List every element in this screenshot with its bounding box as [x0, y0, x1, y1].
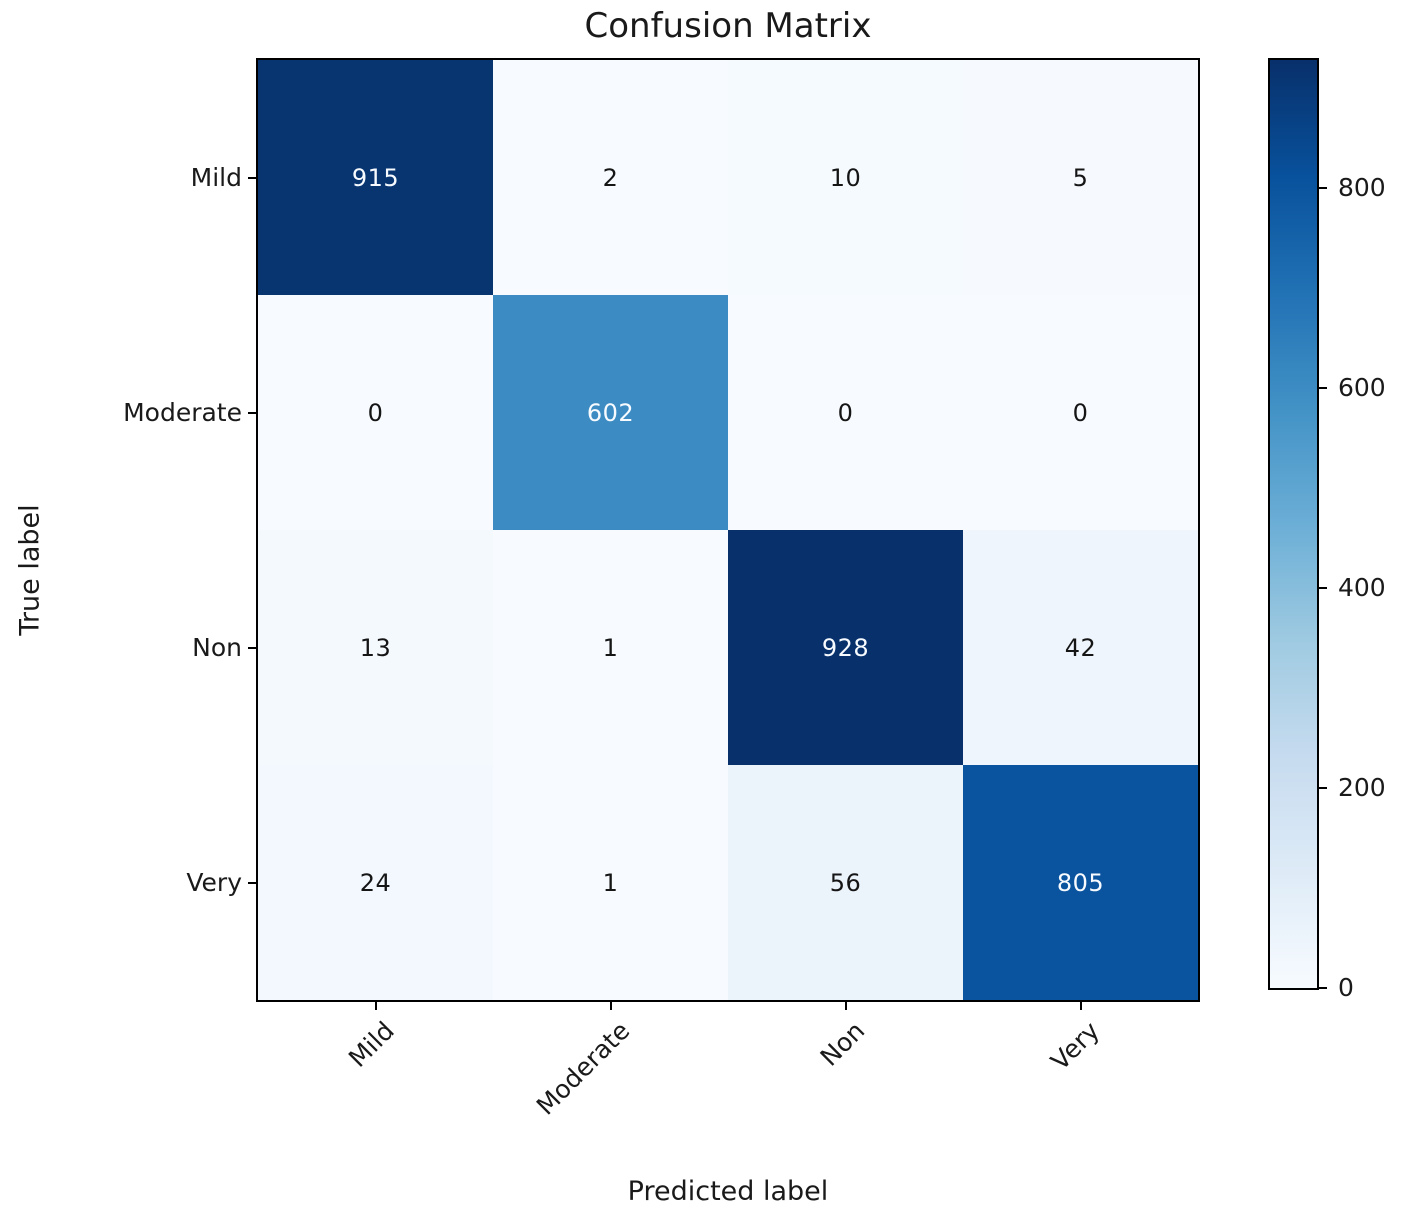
- y-tick-label-Non: Non: [192, 632, 242, 662]
- matrix-cell-Non-Mild: 13: [258, 530, 493, 765]
- cell-value: 13: [359, 633, 392, 662]
- y-tick-label-Moderate: Moderate: [123, 397, 242, 427]
- matrix-cell-Very-Moderate: 1: [493, 765, 728, 1000]
- cell-value: 2: [602, 163, 619, 192]
- chart-title: Confusion Matrix: [584, 6, 872, 46]
- matrix-cell-Non-Non: 928: [728, 530, 963, 765]
- y-tick-label-Mild: Mild: [190, 162, 242, 192]
- x-tick-mark: [1079, 1000, 1082, 1010]
- colorbar-tick-mark: [1317, 787, 1327, 789]
- x-tick-mark: [609, 1000, 612, 1010]
- cell-value: 5: [1072, 163, 1089, 192]
- colorbar-tick-label-400: 400: [1338, 573, 1386, 602]
- matrix-cell-Non-Moderate: 1: [493, 530, 728, 765]
- x-tick-label-Non: Non: [814, 1016, 871, 1072]
- colorbar-tick-mark: [1317, 587, 1327, 589]
- y-tick-mark: [248, 646, 258, 649]
- y-axis-label: True label: [14, 504, 46, 636]
- colorbar-tick-mark: [1317, 387, 1327, 389]
- matrix-cell-Moderate-Mild: 0: [258, 295, 493, 530]
- cell-value: 24: [359, 868, 392, 897]
- y-tick-mark: [248, 176, 258, 179]
- colorbar-tick-label-800: 800: [1338, 173, 1386, 202]
- colorbar-tick-mark: [1317, 187, 1327, 189]
- cell-value: 0: [367, 398, 384, 427]
- cell-value: 56: [829, 868, 862, 897]
- cell-value: 805: [1056, 868, 1105, 897]
- colorbar-tick-label-600: 600: [1338, 373, 1386, 402]
- x-tick-label-Very: Very: [1045, 1016, 1106, 1076]
- cell-value: 42: [1064, 633, 1097, 662]
- matrix-cell-Moderate-Moderate: 602: [493, 295, 728, 530]
- matrix-cell-Moderate-Non: 0: [728, 295, 963, 530]
- cell-value: 0: [837, 398, 854, 427]
- cell-value: 602: [586, 398, 635, 427]
- colorbar-tick-mark: [1317, 987, 1327, 989]
- cell-value: 1: [602, 868, 619, 897]
- cell-value: 1: [602, 633, 619, 662]
- cell-value: 928: [821, 633, 870, 662]
- colorbar-tick-label-0: 0: [1338, 973, 1354, 1002]
- cell-value: 10: [829, 163, 862, 192]
- heatmap-plot-area: 915 2 10 5 0 602 0 0 13 1 928 42 24 1 56 805: [256, 58, 1200, 1002]
- x-tick-mark: [844, 1000, 847, 1010]
- colorbar-tick-label-200: 200: [1338, 773, 1386, 802]
- matrix-cell-Very-Non: 56: [728, 765, 963, 1000]
- matrix-cell-Mild-Moderate: 2: [493, 60, 728, 295]
- y-tick-mark: [248, 411, 258, 414]
- matrix-cell-Moderate-Very: 0: [963, 295, 1198, 530]
- matrix-cell-Very-Mild: 24: [258, 765, 493, 1000]
- cell-value: 0: [1072, 398, 1089, 427]
- matrix-cell-Very-Very: 805: [963, 765, 1198, 1000]
- matrix-cell-Mild-Very: 5: [963, 60, 1198, 295]
- y-tick-mark: [248, 881, 258, 884]
- colorbar: [1268, 58, 1319, 990]
- x-tick-label-Mild: Mild: [343, 1016, 401, 1073]
- matrix-cell-Mild-Mild: 915: [258, 60, 493, 295]
- matrix-cell-Mild-Non: 10: [728, 60, 963, 295]
- x-axis-label: Predicted label: [627, 1176, 829, 1207]
- cell-value: 915: [351, 163, 400, 192]
- x-tick-mark: [374, 1000, 377, 1010]
- x-tick-label-Moderate: Moderate: [530, 1016, 636, 1121]
- matrix-cell-Non-Very: 42: [963, 530, 1198, 765]
- y-tick-label-Very: Very: [186, 867, 242, 897]
